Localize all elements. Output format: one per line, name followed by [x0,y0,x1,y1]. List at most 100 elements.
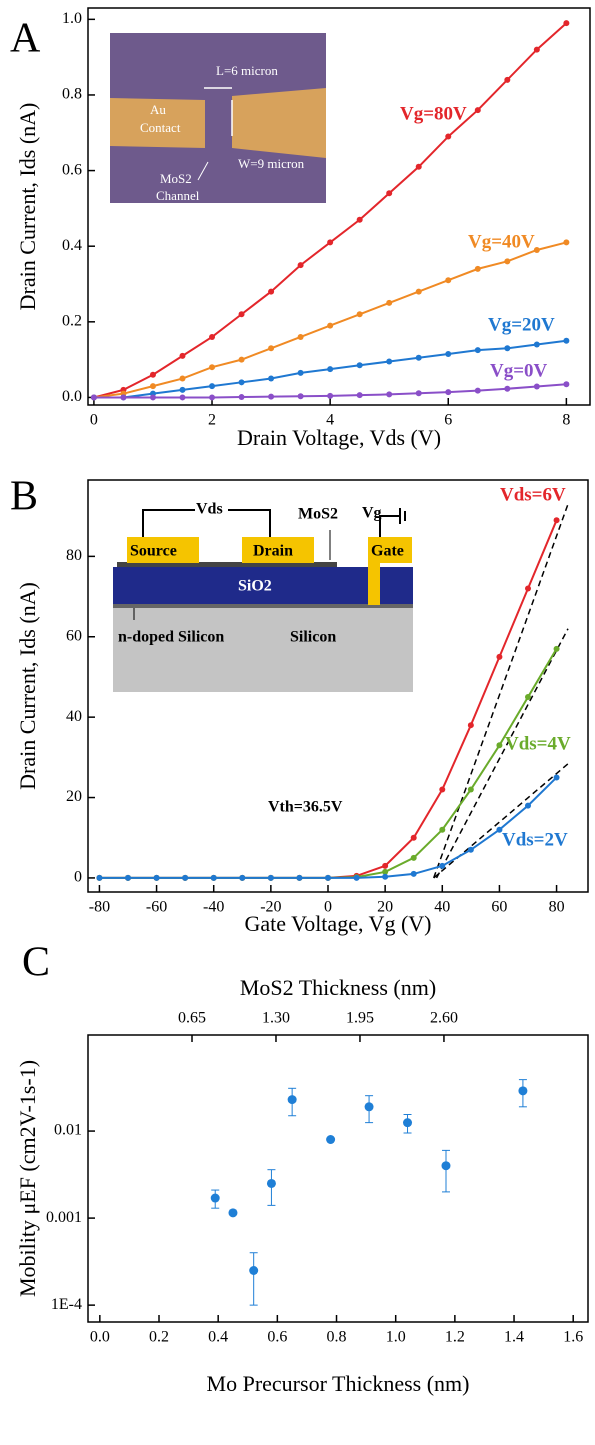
data-point [563,239,570,246]
data-point [182,874,189,881]
x-tick-label: 60 [491,899,507,916]
device-schematic: Vds MoS2 Vg Source Drain Gate SiO2 n-dop… [113,501,413,692]
data-point [467,722,474,729]
data-point [209,383,216,390]
data-point [474,387,481,394]
y-tick-label: 0.8 [62,86,82,103]
data-point [382,873,389,880]
data-point [238,311,245,318]
schematic-label: Silicon [290,629,336,646]
data-point [266,1178,276,1188]
x-tick-label: 40 [434,899,450,916]
data-point [410,834,417,841]
data-point [120,394,127,401]
data-point [445,277,452,284]
data-point [553,645,560,652]
data-point [563,20,570,27]
data-point [327,322,334,329]
data-point [563,381,570,388]
data-point [439,826,446,833]
y-axis-title: Mobility μEF (cm2V-1s-1) [15,1060,40,1297]
data-point [386,358,393,365]
y-axis-title: Drain Current, Ids (nA) [15,103,40,311]
x-tick-label: 0.6 [267,1329,287,1346]
y-tick-label: 20 [66,788,82,805]
data-point [496,742,503,749]
data-point [533,383,540,390]
data-point [496,653,503,660]
data-point [228,1208,238,1218]
x-axis-title: Gate Voltage, Vg (V) [245,911,432,936]
data-point [268,375,275,382]
x-tick-label: 1.2 [445,1329,465,1346]
data-point [287,1095,297,1105]
data-point [210,1193,220,1203]
data-point [268,345,275,352]
x-tick-label: -40 [203,899,224,916]
data-point [496,826,503,833]
data-point [179,386,186,393]
x-tick-label: 0 [324,899,332,916]
data-point [445,350,452,357]
data-point [467,846,474,853]
data-point [382,868,389,875]
data-point [149,371,156,378]
series-label: Vg=0V [490,360,548,381]
series-label: Vds=4V [505,733,571,754]
schematic-label: SiO2 [238,578,272,595]
x-tick-label: 0.2 [149,1329,169,1346]
y-tick-label: 80 [66,547,82,564]
x-tick-label: 1.4 [504,1329,524,1346]
data-point [209,333,216,340]
data-point [415,354,422,361]
x-tick-label: -20 [260,899,281,916]
series-label: Vg=20V [488,314,555,335]
schematic-label: Drain [253,543,293,560]
series-label: Vds=6V [500,484,566,505]
series-label: Vds=2V [502,829,568,850]
data-point [353,874,360,881]
data-point [474,347,481,354]
data-point [364,1102,374,1112]
y-tick-label: 0.0 [62,388,82,405]
data-point [504,76,511,83]
inset-label: Au [150,102,166,117]
data-point [238,379,245,386]
data-point [209,364,216,371]
fit-line [433,503,569,879]
inset-label: Contact [140,120,181,135]
x-tick-label: 0.4 [208,1329,228,1346]
data-point [410,870,417,877]
x-tick-label: 0 [90,412,98,429]
y-tick-label: 0 [74,869,82,886]
x-tick-label: 6 [444,412,452,429]
inset-label: MoS2 [160,171,192,186]
data-point [90,394,97,401]
data-point [445,133,452,140]
data-point [467,786,474,793]
data-point [518,1086,528,1096]
y-tick-label: 1.0 [62,10,82,27]
data-point [386,391,393,398]
x2-tick-label: 2.60 [430,1010,458,1027]
data-point [326,1135,336,1145]
data-point [125,874,131,881]
x-tick-label: 2 [208,412,216,429]
data-point [179,352,186,359]
plot-frame [87,1034,589,1323]
x-tick-label: 80 [549,899,565,916]
panel-letter: A [10,16,41,62]
data-point [209,394,216,401]
data-point [553,774,560,781]
series-label: Vg=80V [400,103,467,124]
data-point [297,262,304,269]
y-tick-label: 0.6 [62,161,82,178]
data-point [553,517,560,524]
data-point [439,862,446,869]
data-point [474,265,481,272]
x2-tick-label: 1.95 [346,1010,374,1027]
data-point [356,392,363,399]
plot-frame [87,479,589,893]
x-tick-label: 1.6 [563,1329,583,1346]
